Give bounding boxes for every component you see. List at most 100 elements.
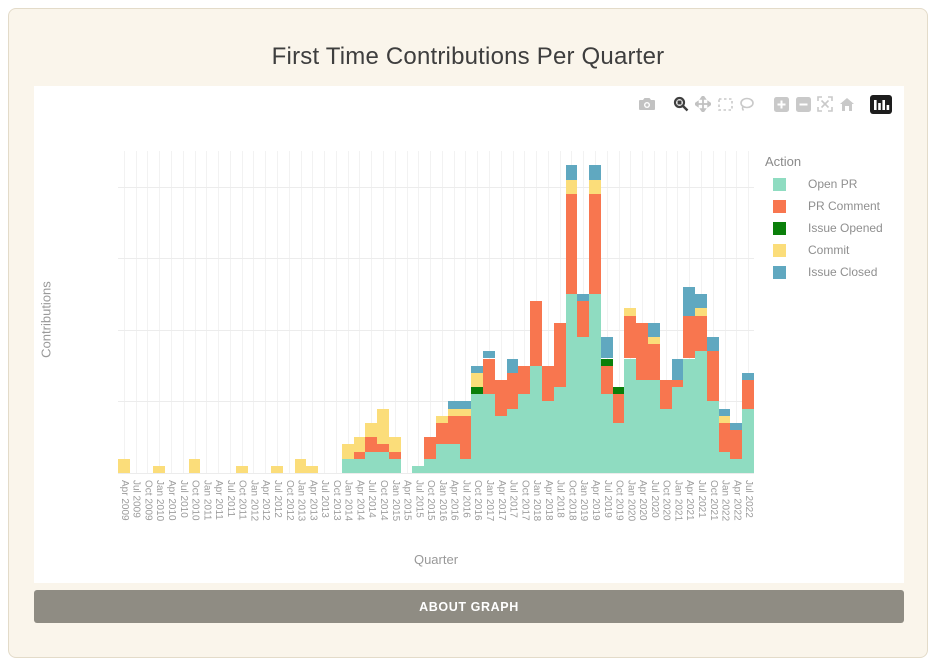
bar-segment[interactable]	[636, 322, 648, 380]
bar-segment[interactable]	[718, 422, 731, 452]
bar-segment[interactable]	[471, 387, 484, 395]
bar-segment[interactable]	[235, 465, 248, 473]
bar-segment[interactable]	[718, 415, 731, 423]
bar-segment[interactable]	[671, 358, 684, 380]
bar-segment[interactable]	[459, 458, 472, 473]
bar-segment[interactable]	[506, 358, 519, 373]
bar-segment[interactable]	[483, 394, 495, 473]
bar-segment[interactable]	[742, 379, 754, 409]
bar-segment[interactable]	[341, 444, 354, 459]
zoom-out-icon[interactable]	[792, 94, 814, 114]
bar-segment[interactable]	[530, 301, 542, 366]
zoom-icon[interactable]	[670, 94, 692, 114]
bar-segment[interactable]	[306, 465, 319, 473]
bar-segment[interactable]	[624, 308, 637, 316]
lasso-select-icon[interactable]	[736, 94, 758, 114]
bar-segment[interactable]	[388, 458, 401, 473]
bar-segment[interactable]	[459, 408, 472, 416]
bar-segment[interactable]	[695, 351, 707, 473]
bar-segment[interactable]	[612, 394, 625, 423]
bar-segment[interactable]	[659, 408, 672, 473]
bar-segment[interactable]	[718, 451, 731, 473]
bar-segment[interactable]	[341, 458, 354, 473]
bar-segment[interactable]	[388, 451, 401, 459]
bar-segment[interactable]	[436, 415, 448, 423]
bar-segment[interactable]	[542, 365, 554, 402]
bar-segment[interactable]	[671, 387, 684, 473]
bar-segment[interactable]	[612, 422, 625, 473]
bar-segment[interactable]	[153, 465, 166, 473]
bar-segment[interactable]	[589, 165, 601, 180]
bar-segment[interactable]	[624, 358, 637, 473]
bar-segment[interactable]	[436, 444, 448, 473]
bar-segment[interactable]	[365, 422, 378, 438]
about-graph-button[interactable]: ABOUT GRAPH	[34, 590, 904, 623]
bar-segment[interactable]	[447, 444, 460, 473]
bar-segment[interactable]	[471, 372, 484, 388]
bar-segment[interactable]	[659, 379, 672, 409]
bar-segment[interactable]	[600, 337, 613, 359]
legend-item[interactable]: Commit	[773, 243, 883, 257]
plotly-logo-icon[interactable]	[870, 94, 892, 114]
legend-item[interactable]: Issue Closed	[773, 265, 883, 279]
bar-segment[interactable]	[730, 430, 743, 459]
bar-segment[interactable]	[518, 365, 531, 395]
legend-item[interactable]: Open PR	[773, 177, 883, 191]
bar-segment[interactable]	[436, 422, 448, 445]
bar-segment[interactable]	[271, 465, 283, 473]
bar-segment[interactable]	[742, 372, 754, 380]
bar-segment[interactable]	[683, 315, 696, 359]
bar-segment[interactable]	[518, 394, 531, 473]
bar-segment[interactable]	[577, 337, 590, 473]
bar-segment[interactable]	[648, 379, 660, 473]
bar-segment[interactable]	[377, 451, 389, 473]
legend-item[interactable]: PR Comment	[773, 199, 883, 213]
bar-segment[interactable]	[589, 193, 601, 295]
bar-segment[interactable]	[447, 415, 460, 445]
bar-segment[interactable]	[565, 179, 578, 194]
bar-segment[interactable]	[353, 437, 366, 452]
bar-segment[interactable]	[565, 193, 578, 295]
bar-segment[interactable]	[506, 372, 519, 409]
bar-segment[interactable]	[459, 401, 472, 409]
bar-segment[interactable]	[695, 308, 707, 316]
bar-segment[interactable]	[294, 458, 307, 473]
pan-icon[interactable]	[692, 94, 714, 114]
reset-axes-home-icon[interactable]	[836, 94, 858, 114]
bar-segment[interactable]	[388, 437, 401, 452]
bar-segment[interactable]	[600, 394, 613, 473]
bar-segment[interactable]	[377, 444, 389, 452]
bar-segment[interactable]	[683, 358, 696, 473]
legend-item[interactable]: Issue Opened	[773, 221, 883, 235]
bar-segment[interactable]	[118, 458, 130, 473]
bar-segment[interactable]	[365, 437, 378, 452]
bar-segment[interactable]	[530, 365, 542, 473]
bar-segment[interactable]	[494, 379, 507, 416]
bar-segment[interactable]	[447, 408, 460, 416]
bar-segment[interactable]	[624, 315, 637, 359]
bar-segment[interactable]	[412, 465, 425, 473]
bar-segment[interactable]	[706, 351, 719, 402]
bar-segment[interactable]	[565, 165, 578, 180]
bar-segment[interactable]	[542, 401, 554, 473]
bar-segment[interactable]	[471, 394, 484, 473]
bar-segment[interactable]	[742, 408, 754, 473]
bar-segment[interactable]	[671, 379, 684, 388]
zoom-in-icon[interactable]	[770, 94, 792, 114]
bar-segment[interactable]	[553, 322, 566, 388]
bar-segment[interactable]	[577, 294, 590, 302]
bar-segment[interactable]	[483, 351, 495, 359]
bar-segment[interactable]	[365, 451, 378, 473]
bar-segment[interactable]	[353, 451, 366, 459]
camera-icon[interactable]	[636, 94, 658, 114]
bar-segment[interactable]	[648, 337, 660, 345]
bar-segment[interactable]	[612, 387, 625, 395]
bar-segment[interactable]	[683, 286, 696, 316]
bar-segment[interactable]	[565, 294, 578, 473]
bar-segment[interactable]	[459, 415, 472, 459]
autoscale-icon[interactable]	[814, 94, 836, 114]
bar-segment[interactable]	[589, 179, 601, 194]
bar-segment[interactable]	[483, 358, 495, 395]
bar-segment[interactable]	[471, 365, 484, 373]
bar-segment[interactable]	[424, 437, 436, 459]
